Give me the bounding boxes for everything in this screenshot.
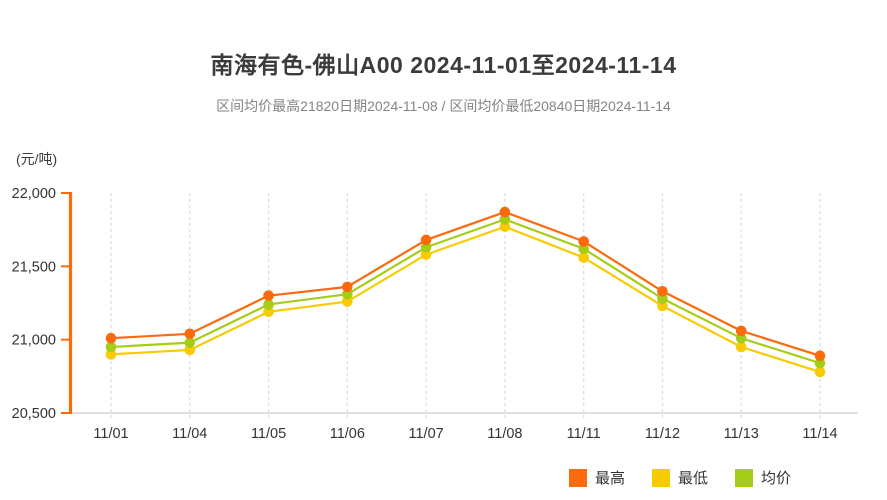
data-point-最低-11-06[interactable] [342, 296, 353, 307]
data-point-最高-11-05[interactable] [263, 290, 274, 301]
data-point-均价-11-08[interactable] [499, 214, 511, 225]
x-tick-label-11-01: 11/01 [93, 426, 128, 442]
x-tick-label-11-06: 11/06 [330, 426, 365, 442]
legend-swatch-最低 [652, 468, 671, 487]
x-tick-label-11-12: 11/12 [645, 426, 680, 442]
legend-swatch-最高 [569, 468, 587, 487]
data-point-最低-11-14[interactable] [814, 366, 826, 378]
data-point-均价-11-01[interactable] [105, 341, 117, 353]
legend-swatch-均价 [735, 468, 754, 487]
y-axis-unit-label: (元/吨) [16, 151, 58, 167]
x-tick-label-11-04: 11/04 [172, 426, 207, 442]
data-point-最高-11-08[interactable] [499, 206, 511, 218]
data-point-最低-11-01[interactable] [105, 349, 117, 360]
data-point-最高-11-01[interactable] [105, 332, 117, 344]
data-point-均价-11-14[interactable] [814, 357, 826, 369]
data-point-最高-11-04[interactable] [184, 328, 196, 340]
legend-item-均价[interactable]: 均价 [735, 467, 791, 488]
data-point-均价-11-07[interactable] [420, 241, 432, 253]
y-tick-label: 21,000 [12, 333, 56, 349]
data-point-最高-11-13[interactable] [735, 325, 747, 337]
x-tick-label-11-07: 11/07 [409, 426, 444, 442]
x-tick-label-11-05: 11/05 [251, 426, 286, 442]
data-point-最高-11-06[interactable] [342, 281, 353, 293]
data-point-均价-11-12[interactable] [657, 293, 668, 304]
data-point-最高-11-14[interactable] [814, 350, 826, 362]
data-point-均价-11-11[interactable] [578, 243, 589, 255]
data-point-最低-11-08[interactable] [499, 221, 511, 233]
data-point-最低-11-11[interactable] [578, 252, 589, 263]
y-tick-label: 22,000 [12, 186, 56, 202]
data-point-最低-11-05[interactable] [263, 306, 274, 318]
data-point-均价-11-13[interactable] [735, 332, 747, 344]
legend-label-均价: 均价 [761, 470, 792, 487]
data-point-最高-11-12[interactable] [657, 285, 668, 297]
y-tick-label: 20,500 [12, 406, 56, 422]
data-point-均价-11-06[interactable] [342, 288, 353, 300]
series-line-最低 [110, 225, 821, 373]
data-point-均价-11-05[interactable] [263, 299, 274, 310]
series-line-最高 [110, 210, 821, 357]
series-line-均价 [110, 218, 821, 365]
y-tick-label: 21,500 [12, 259, 56, 275]
data-point-最低-11-07[interactable] [420, 249, 432, 260]
data-point-最低-11-04[interactable] [184, 344, 196, 356]
data-point-最高-11-11[interactable] [578, 236, 589, 247]
x-tick-label-11-13: 11/13 [724, 426, 759, 442]
data-point-均价-11-04[interactable] [184, 337, 196, 348]
legend-item-最低[interactable]: 最低 [652, 467, 708, 488]
legend-label-最高: 最高 [595, 470, 626, 487]
legend-item-最高[interactable]: 最高 [569, 467, 625, 488]
data-point-最低-11-13[interactable] [735, 341, 747, 353]
x-tick-label-11-11: 11/11 [567, 426, 601, 442]
x-tick-label-11-08: 11/08 [487, 426, 522, 442]
data-point-最低-11-12[interactable] [657, 300, 668, 312]
legend-label-最低: 最低 [678, 470, 709, 487]
data-point-最高-11-07[interactable] [420, 234, 432, 246]
price-line-chart: 20,500 21,000 21,500 22,000 11/01 11/04 11/05 1… [12, 186, 858, 442]
chart-subtitle: 区间均价最高21820日期2024-11-08 / 区间均价最低20840日期2… [216, 98, 671, 114]
x-tick-label-11-14: 11/14 [802, 426, 837, 442]
chart-legend: 最高 最低 均价 [569, 467, 791, 488]
chart-title: 南海有色-佛山A00 2024-11-01至2024-11-14 [210, 52, 677, 78]
